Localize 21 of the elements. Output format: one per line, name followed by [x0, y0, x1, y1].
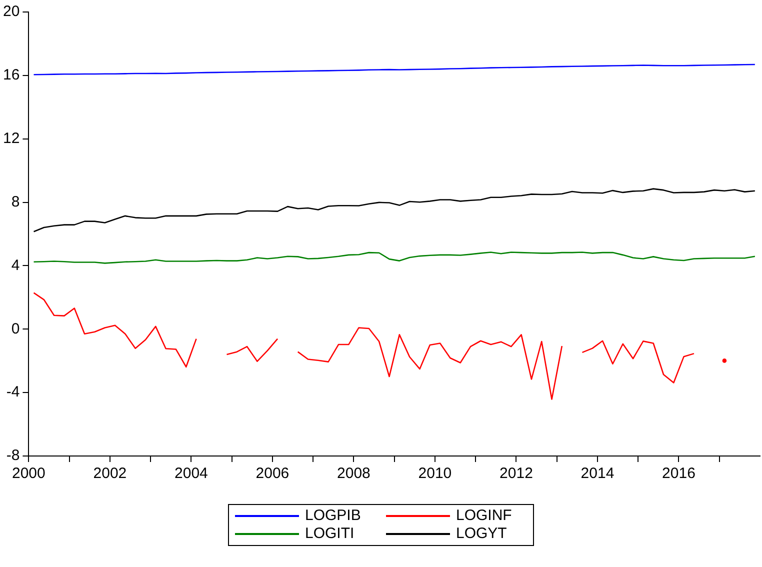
x-tick-label: 2014: [580, 465, 614, 482]
x-tick-label: 2002: [93, 465, 127, 482]
y-tick-label: 12: [2, 130, 20, 147]
legend-label: LOGINF: [456, 507, 512, 525]
y-tick-label: -8: [6, 447, 20, 464]
x-tick-label: 2006: [256, 465, 290, 482]
legend-label: LOGPIB: [305, 507, 361, 525]
legend-label: LOGYT: [456, 525, 507, 543]
x-tick-label: 2008: [337, 465, 370, 482]
x-tick-label: 2004: [174, 465, 208, 482]
y-tick-label: 4: [11, 256, 20, 274]
x-tick-label: 2000: [12, 465, 46, 482]
x-tick-label: 2010: [418, 465, 452, 482]
y-tick-label: 0: [11, 320, 20, 338]
y-tick-label: 8: [11, 193, 20, 210]
y-tick-label: 16: [2, 66, 20, 84]
x-tick-label: 2012: [500, 465, 533, 482]
x-tick-label: 2016: [662, 465, 696, 482]
legend-label: LOGITI: [305, 525, 354, 543]
y-tick-label: -4: [6, 384, 20, 401]
y-tick-label: 20: [2, 3, 20, 20]
